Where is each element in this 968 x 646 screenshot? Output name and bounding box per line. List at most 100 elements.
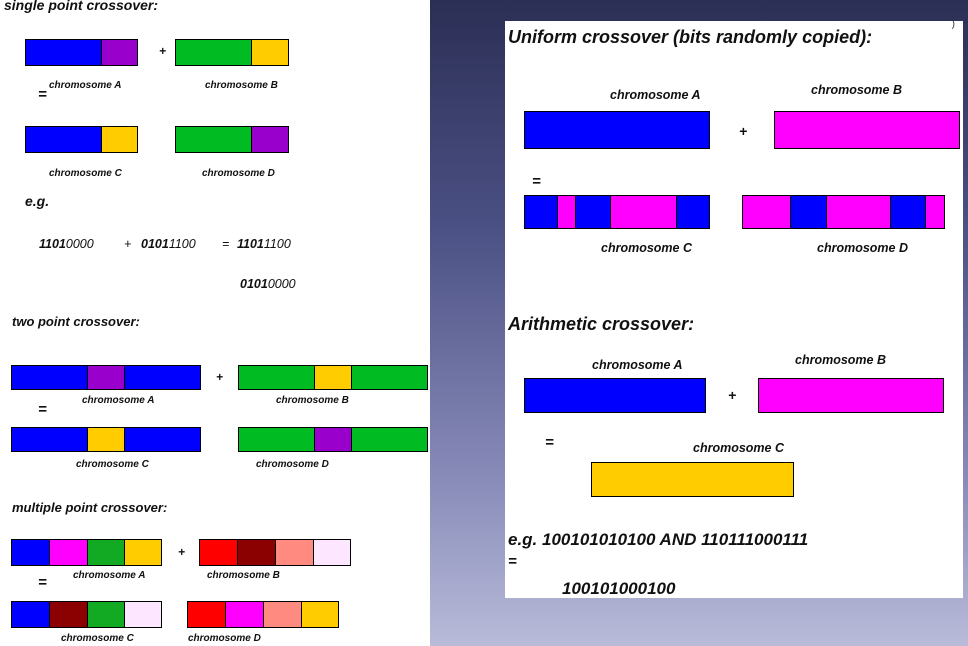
segment-magenta [827, 196, 891, 228]
binary-child-c: 11011100 [237, 237, 291, 251]
multi-chromosome-c-bar [11, 601, 162, 628]
segment-blue [791, 196, 827, 228]
segment-yellow [315, 366, 352, 389]
single-chromosome-a-bar [25, 39, 138, 66]
single-eg-label: e.g. [25, 193, 50, 209]
multi-chromosome-b-bar [199, 539, 351, 566]
multi-plus-sign: + [178, 545, 186, 559]
segment-blue [12, 540, 50, 565]
multi-label-a: chromosome A [73, 570, 146, 581]
two-label-d: chromosome D [256, 459, 329, 470]
segment-magenta [611, 196, 677, 228]
corner-mark: ) [951, 19, 955, 30]
segment-pale-pink [314, 540, 350, 565]
multi-chromosome-d-bar [187, 601, 339, 628]
segment-blue [26, 127, 102, 152]
multi-label-c: chromosome C [61, 633, 134, 644]
segment-magenta [926, 196, 944, 228]
uniform-title: Uniform crossover (bits randomly copied)… [508, 27, 873, 47]
uniform-label-d: chromosome D [817, 241, 908, 255]
segment-blue [12, 602, 50, 627]
uniform-chromosome-a-bar [524, 111, 710, 149]
segment-yellow [102, 127, 137, 152]
segment-blue [525, 196, 558, 228]
segment-yellow [252, 40, 288, 65]
arith-example-equals: = [508, 553, 517, 570]
segment-green [88, 602, 125, 627]
arith-plus-sign: + [728, 387, 737, 403]
segment-blue [12, 366, 88, 389]
segment-magenta [226, 602, 264, 627]
segment-blue [576, 196, 611, 228]
segment-green [176, 127, 252, 152]
two-chromosome-c-bar [11, 427, 201, 452]
segment-red [200, 540, 238, 565]
arith-label-c: chromosome C [693, 441, 784, 455]
binary-plus: + [124, 237, 132, 251]
single-plus-sign: + [159, 44, 167, 58]
uniform-chromosome-c-bar [524, 195, 710, 229]
single-chromosome-c-bar [25, 126, 138, 153]
segment-blue [12, 428, 88, 451]
segment-magenta [50, 540, 88, 565]
segment-blue [677, 196, 709, 228]
segment-blue [891, 196, 926, 228]
single-label-d: chromosome D [202, 168, 275, 179]
segment-magenta [743, 196, 791, 228]
single-label-c: chromosome C [49, 168, 122, 179]
two-equals-sign: = [38, 401, 47, 418]
arith-result: 100101000100 [562, 579, 676, 598]
segment-green [239, 366, 315, 389]
binary-parent-a: 11010000 [39, 237, 94, 251]
arith-chromosome-b-bar [758, 378, 944, 413]
arithmetic-title: Arithmetic crossover: [508, 314, 695, 334]
segment-yellow [125, 540, 161, 565]
uniform-plus-sign: + [739, 123, 748, 139]
segment-salmon [276, 540, 314, 565]
two-label-b: chromosome B [276, 395, 349, 406]
binary-child-d: 01010000 [240, 277, 296, 291]
single-chromosome-d-bar [175, 126, 289, 153]
segment-green [176, 40, 252, 65]
segment-purple [102, 40, 137, 65]
segment-salmon [264, 602, 302, 627]
segment-red [188, 602, 226, 627]
segment-yellow [302, 602, 338, 627]
multi-equals-sign: = [38, 574, 47, 591]
segment-green [352, 428, 427, 451]
segment-purple [252, 127, 288, 152]
two-chromosome-b-bar [238, 365, 428, 390]
arith-label-a: chromosome A [592, 358, 683, 372]
single-label-a: chromosome A [49, 80, 122, 91]
uniform-chromosome-b-bar [774, 111, 960, 149]
segment-green [88, 540, 125, 565]
two-point-title: two point crossover: [12, 314, 140, 329]
segment-blue [125, 366, 200, 389]
arith-chromosome-a-bar [524, 378, 706, 413]
segment-maroon [50, 602, 88, 627]
two-chromosome-d-bar [238, 427, 428, 452]
segment-green [352, 366, 427, 389]
segment-purple [88, 366, 125, 389]
segment-magenta [558, 196, 576, 228]
segment-maroon [238, 540, 276, 565]
segment-green [239, 428, 315, 451]
two-label-a: chromosome A [82, 395, 155, 406]
arith-equals-sign: = [545, 434, 554, 451]
binary-equals: = [222, 237, 230, 251]
single-point-title: single point crossover: [4, 0, 159, 13]
multi-label-b: chromosome B [207, 570, 280, 581]
single-chromosome-b-bar [175, 39, 289, 66]
multiple-point-title: multiple point crossover: [12, 500, 168, 515]
multi-chromosome-a-bar [11, 539, 162, 566]
binary-parent-b: 01011100 [141, 237, 196, 251]
right-panel: ) Uniform crossover (bits randomly copie… [505, 19, 963, 598]
multi-label-d: chromosome D [188, 633, 261, 644]
uniform-label-b: chromosome B [811, 83, 902, 97]
uniform-label-a: chromosome A [610, 88, 701, 102]
arith-label-b: chromosome B [795, 353, 886, 367]
left-panel: single point crossover: + = chromosome A… [0, 0, 430, 646]
segment-purple [315, 428, 352, 451]
segment-yellow [88, 428, 125, 451]
arith-chromosome-c-bar [591, 462, 794, 497]
